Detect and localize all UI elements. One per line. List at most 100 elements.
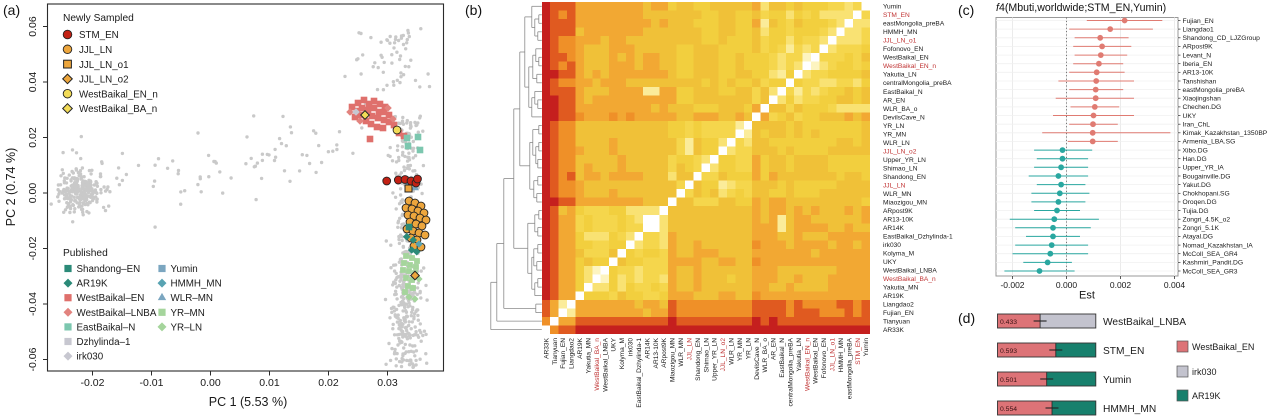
- svg-text:Chechen.DG: Chechen.DG: [1183, 104, 1222, 111]
- svg-text:Xibo.DG: Xibo.DG: [1183, 147, 1208, 154]
- svg-text:Shandong_EN: Shandong_EN: [695, 338, 702, 381]
- svg-text:HMMH_MN: HMMH_MN: [883, 29, 918, 36]
- svg-text:YR–LN: YR–LN: [171, 322, 203, 333]
- svg-text:Upper_YR_LN: Upper_YR_LN: [883, 157, 926, 164]
- svg-text:0.00: 0.00: [200, 377, 221, 389]
- svg-text:JJL_LN_o2: JJL_LN_o2: [720, 338, 727, 372]
- svg-text:irk030: irk030: [883, 242, 901, 249]
- svg-text:JJL_LN_o1: JJL_LN_o1: [830, 338, 837, 372]
- svg-text:Fofonovo_EN: Fofonovo_EN: [821, 338, 828, 379]
- svg-text:-0.06: -0.06: [27, 347, 39, 371]
- svg-text:Yumin: Yumin: [863, 338, 870, 357]
- svg-text:0.02: 0.02: [318, 377, 339, 389]
- svg-text:UKY: UKY: [611, 337, 618, 351]
- svg-text:eastMongolia_preBA: eastMongolia_preBA: [883, 21, 945, 28]
- svg-text:Miaozigou_MN: Miaozigou_MN: [883, 199, 927, 206]
- svg-text:AR33K: AR33K: [883, 327, 904, 334]
- svg-text:Tianyuan: Tianyuan: [883, 319, 910, 326]
- svg-text:EastBaikal_N: EastBaikal_N: [779, 338, 786, 378]
- svg-text:WestBaikal_EN: WestBaikal_EN: [813, 338, 820, 384]
- svg-text:STM_EN: STM_EN: [79, 30, 119, 41]
- svg-text:Levant_N: Levant_N: [1183, 52, 1212, 59]
- svg-text:-0.02: -0.02: [27, 236, 39, 260]
- svg-text:0.433: 0.433: [1000, 319, 1017, 326]
- svg-text:WestBaikal_EN_n: WestBaikal_EN_n: [883, 63, 936, 70]
- svg-text:0.06: 0.06: [27, 16, 39, 37]
- svg-text:Atayal.DG: Atayal.DG: [1183, 234, 1213, 241]
- svg-text:AR13-10K: AR13-10K: [1183, 70, 1214, 77]
- svg-text:McColl_SEA_GR4: McColl_SEA_GR4: [1183, 251, 1238, 258]
- svg-text:Armenia_LBA.SG: Armenia_LBA.SG: [1183, 139, 1236, 146]
- svg-text:Tanshishan: Tanshishan: [1183, 78, 1217, 85]
- svg-text:WLR_MN: WLR_MN: [883, 191, 912, 198]
- svg-text:JJL_LN_o2: JJL_LN_o2: [883, 148, 917, 155]
- svg-text:AR19K: AR19K: [577, 337, 584, 358]
- svg-text:WestBaikal_LNBA: WestBaikal_LNBA: [602, 337, 609, 391]
- svg-text:Shandong_EN: Shandong_EN: [883, 174, 926, 181]
- svg-text:Iberia_EN: Iberia_EN: [1183, 61, 1213, 68]
- svg-text:Yakutia_LN: Yakutia_LN: [883, 72, 917, 79]
- svg-text:YR_MN: YR_MN: [883, 131, 906, 138]
- svg-text:JJL_LN_o1: JJL_LN_o1: [79, 60, 129, 71]
- svg-text:0.04: 0.04: [27, 72, 39, 93]
- svg-text:WestBaikal_EN: WestBaikal_EN: [1192, 342, 1254, 352]
- svg-text:Xiaojingshan: Xiaojingshan: [1183, 96, 1222, 103]
- svg-text:centralMongolia_preBA: centralMongolia_preBA: [787, 337, 794, 406]
- svg-text:AR13-10K: AR13-10K: [883, 216, 914, 223]
- svg-text:0.501: 0.501: [1000, 377, 1017, 384]
- svg-text:WLR_BA_o: WLR_BA_o: [762, 338, 769, 373]
- svg-text:irk030: irk030: [628, 338, 635, 356]
- svg-text:Upper_YR_LN: Upper_YR_LN: [712, 338, 719, 381]
- svg-text:Yakutia_MN: Yakutia_MN: [883, 285, 919, 292]
- svg-text:JJL_LN: JJL_LN: [883, 182, 906, 189]
- svg-text:AR_EN: AR_EN: [771, 338, 778, 360]
- svg-text:Shandong_CD_LJZGroup: Shandong_CD_LJZGroup: [1183, 35, 1261, 42]
- svg-text:YR_LN: YR_LN: [883, 123, 904, 130]
- svg-text:0.03: 0.03: [377, 377, 398, 389]
- svg-text:PC 2 (0.74 %): PC 2 (0.74 %): [4, 148, 18, 227]
- svg-text:UKY: UKY: [883, 259, 897, 266]
- svg-text:Miaozigou_MN: Miaozigou_MN: [670, 338, 677, 382]
- svg-text:Yakutia_MN: Yakutia_MN: [586, 338, 593, 374]
- svg-text:Upper_YR_IA: Upper_YR_IA: [1183, 165, 1225, 172]
- svg-text:Liangdao2: Liangdao2: [569, 338, 576, 369]
- svg-text:WestBaikal_BA_n: WestBaikal_BA_n: [79, 104, 157, 115]
- svg-text:Newly Sampled: Newly Sampled: [63, 13, 134, 24]
- svg-text:EastBaikal_N: EastBaikal_N: [883, 89, 923, 96]
- svg-text:AR_EN: AR_EN: [883, 97, 905, 104]
- svg-text:WestBaikal_BA_n: WestBaikal_BA_n: [883, 276, 936, 283]
- svg-text:EastBaikal_Dzhylinda-1: EastBaikal_Dzhylinda-1: [636, 338, 643, 408]
- svg-text:Shandong–EN: Shandong–EN: [77, 264, 141, 275]
- svg-text:WLR_LN: WLR_LN: [883, 140, 910, 147]
- svg-text:0.002: 0.002: [1110, 280, 1132, 290]
- svg-text:Fofonovo_EN: Fofonovo_EN: [883, 46, 924, 53]
- svg-text:Shimao_LN: Shimao_LN: [883, 165, 918, 172]
- svg-text:Shimao_LN: Shimao_LN: [703, 338, 710, 373]
- svg-text:HMMH_MN: HMMH_MN: [171, 279, 222, 290]
- svg-text:Tujia.DG: Tujia.DG: [1183, 208, 1209, 215]
- svg-text:-0.002: -0.002: [1000, 280, 1024, 290]
- svg-text:DevilsCave_N: DevilsCave_N: [754, 338, 761, 380]
- svg-text:WestBaikal_EN_n: WestBaikal_EN_n: [79, 89, 158, 100]
- svg-text:Dzhylinda–1: Dzhylinda–1: [77, 337, 131, 348]
- svg-text:Est: Est: [1079, 290, 1095, 302]
- svg-text:AR14K: AR14K: [883, 225, 904, 232]
- svg-text:JJL_LN: JJL_LN: [79, 45, 112, 56]
- svg-text:AR19K: AR19K: [883, 293, 904, 300]
- svg-text:Iran_ChL: Iran_ChL: [1183, 122, 1211, 129]
- svg-text:YR–MN: YR–MN: [171, 308, 205, 319]
- svg-text:UKY: UKY: [1183, 113, 1197, 120]
- svg-text:AR13-10K: AR13-10K: [653, 337, 660, 368]
- svg-text:0.000: 0.000: [1056, 280, 1078, 290]
- svg-text:WestBaikal_LNBA: WestBaikal_LNBA: [883, 268, 937, 275]
- svg-text:WestBaikal_BA_n: WestBaikal_BA_n: [594, 338, 601, 391]
- svg-text:Zongri_5.1K: Zongri_5.1K: [1183, 225, 1220, 232]
- svg-text:Kolyma_M: Kolyma_M: [619, 338, 626, 369]
- svg-text:Fujian_EN: Fujian_EN: [560, 338, 567, 369]
- svg-text:Kolyma_M: Kolyma_M: [883, 250, 914, 257]
- svg-text:Yumin: Yumin: [1103, 375, 1131, 386]
- svg-text:ARpost9K: ARpost9K: [661, 337, 668, 367]
- svg-text:0.01: 0.01: [259, 377, 280, 389]
- svg-text:ARpost9K: ARpost9K: [1183, 44, 1214, 51]
- svg-text:ARpost9K: ARpost9K: [883, 208, 913, 215]
